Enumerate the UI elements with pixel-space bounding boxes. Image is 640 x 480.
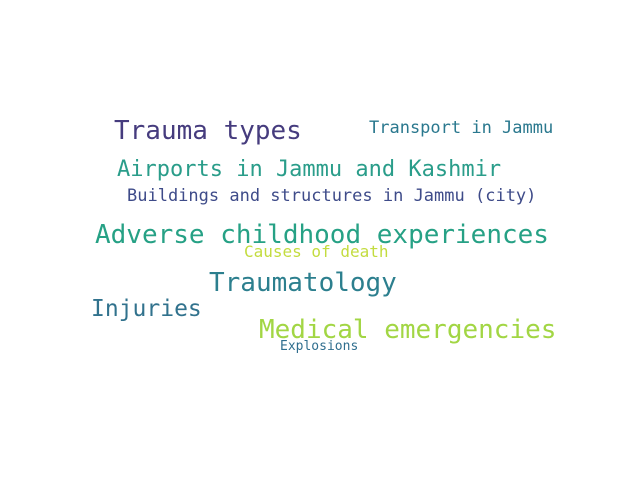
word-buildings-and-structures: Buildings and structures in Jammu (city) bbox=[127, 186, 537, 206]
word-adverse-childhood-experiences: Adverse childhood experiences bbox=[95, 220, 549, 250]
word-explosions: Explosions bbox=[280, 339, 359, 354]
word-causes-of-death: Causes of death bbox=[244, 242, 389, 261]
word-medical-emergencies: Medical emergencies bbox=[259, 315, 557, 345]
word-transport-in-jammu: Transport in Jammu bbox=[369, 118, 554, 138]
word-airports-in-jammu-and-kashmir: Airports in Jammu and Kashmir bbox=[117, 157, 502, 182]
word-trauma-types: Trauma types bbox=[114, 116, 302, 146]
word-traumatology: Traumatology bbox=[209, 268, 397, 298]
word-injuries: Injuries bbox=[91, 296, 202, 322]
